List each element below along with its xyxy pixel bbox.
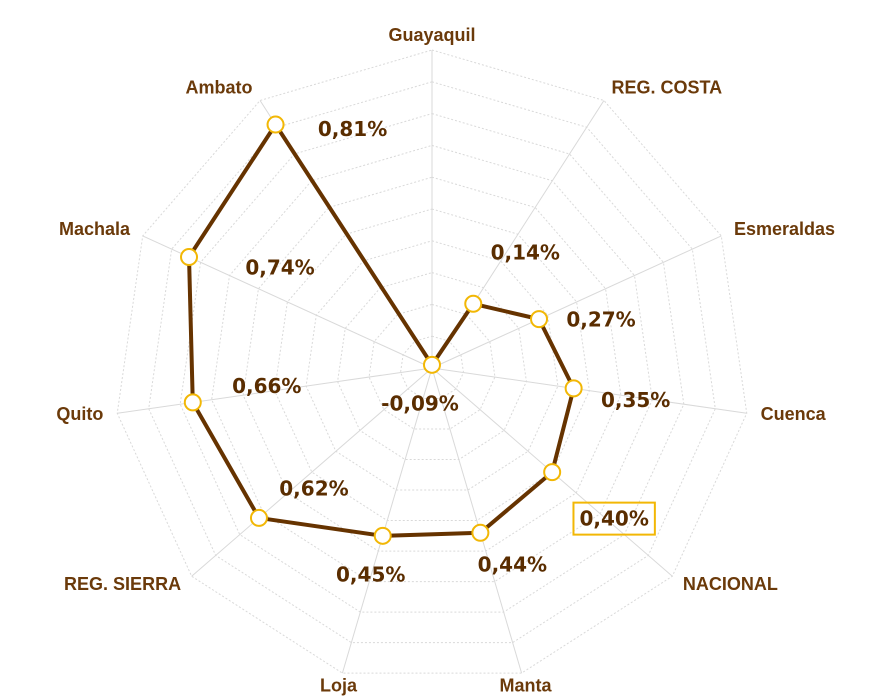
spoke [341, 367, 433, 674]
category-label: REG. COSTA [611, 77, 722, 97]
highlight-box [572, 501, 656, 536]
marker [423, 355, 441, 374]
grid-ring [337, 272, 527, 461]
category-label: Machala [59, 219, 131, 239]
marker [471, 523, 490, 542]
spoke [431, 235, 722, 369]
marker [266, 115, 285, 134]
grid-ring [179, 113, 685, 613]
category-label: Quito [56, 404, 103, 424]
value-label: 0,27% [566, 308, 635, 332]
category-label: Esmeraldas [734, 219, 835, 239]
category-label: NACIONAL [683, 574, 778, 594]
series-line [187, 122, 576, 538]
value-label: 0,44% [478, 552, 547, 576]
category-label: Ambato [186, 77, 253, 97]
grid-ring [305, 240, 559, 491]
grid-ring [211, 144, 653, 583]
marker [249, 508, 268, 527]
spoke [431, 367, 747, 414]
marker [373, 526, 392, 545]
marker [183, 393, 202, 412]
value-label: 0,35% [601, 388, 670, 412]
value-label: -0,09% [381, 391, 459, 415]
grid-ring [116, 49, 748, 674]
spoke [117, 367, 433, 414]
marker [464, 294, 483, 313]
marker [564, 379, 583, 398]
category-label: Loja [320, 675, 358, 695]
spoke [191, 367, 433, 577]
marker [180, 248, 199, 267]
marker [530, 310, 549, 329]
spoke [431, 367, 523, 674]
value-label: 0,14% [491, 240, 560, 264]
grid-ring [400, 335, 464, 400]
value-label: 0,66% [232, 374, 301, 398]
grid-ring [368, 303, 496, 430]
value-label: 0,81% [318, 117, 387, 141]
grid-ring [242, 176, 622, 552]
marker [543, 463, 562, 482]
value-label: 0,62% [279, 476, 348, 500]
category-label: Cuenca [761, 404, 827, 424]
category-label: Manta [500, 675, 553, 695]
category-label: REG. SIERRA [64, 574, 181, 594]
value-label: 0,45% [336, 562, 405, 586]
value-label: 0,74% [245, 256, 314, 280]
grid-ring [274, 208, 590, 522]
value-label: 0,40% [579, 507, 648, 531]
category-label: Guayaquil [388, 25, 475, 45]
